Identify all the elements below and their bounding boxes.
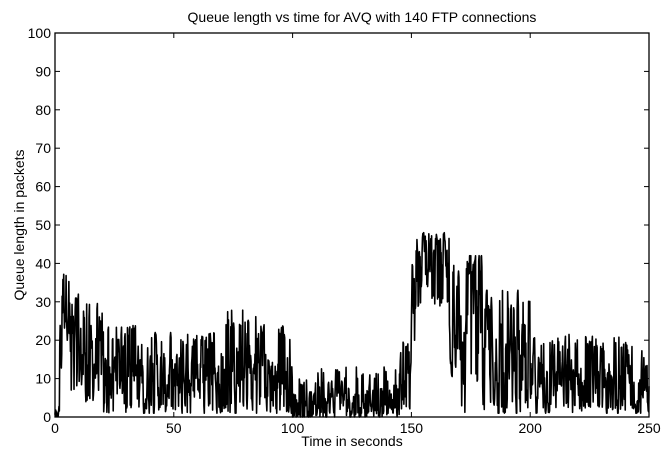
x-tick-label: 0 [51, 420, 59, 436]
queue-length-series-line [54, 231, 650, 418]
y-tick-label: 80 [35, 102, 51, 118]
x-axis: 0 50 100 150 200 250 [51, 33, 661, 436]
y-axis-label: Queue length in packets [11, 150, 27, 301]
x-tick-label: 250 [637, 420, 661, 436]
series-layer [54, 231, 650, 418]
x-tick-label: 100 [281, 420, 305, 436]
y-tick-label: 30 [35, 294, 51, 310]
x-axis-label: Time in seconds [301, 433, 402, 449]
y-tick-label: 70 [35, 140, 51, 156]
x-tick-label: 150 [400, 420, 424, 436]
y-tick-label: 90 [35, 63, 51, 79]
y-tick-label: 10 [35, 371, 51, 387]
y-tick-label: 50 [35, 217, 51, 233]
y-tick-label: 20 [35, 332, 51, 348]
chart-title: Queue length vs time for AVQ with 140 FT… [188, 9, 537, 25]
y-axis: 0 10 20 30 40 50 60 70 80 90 100 [28, 25, 649, 425]
y-tick-label: 100 [28, 25, 52, 41]
y-tick-label: 0 [43, 409, 51, 425]
y-tick-label: 40 [35, 255, 51, 271]
x-tick-label: 50 [166, 420, 182, 436]
x-tick-label: 200 [519, 420, 543, 436]
y-tick-label: 60 [35, 179, 51, 195]
